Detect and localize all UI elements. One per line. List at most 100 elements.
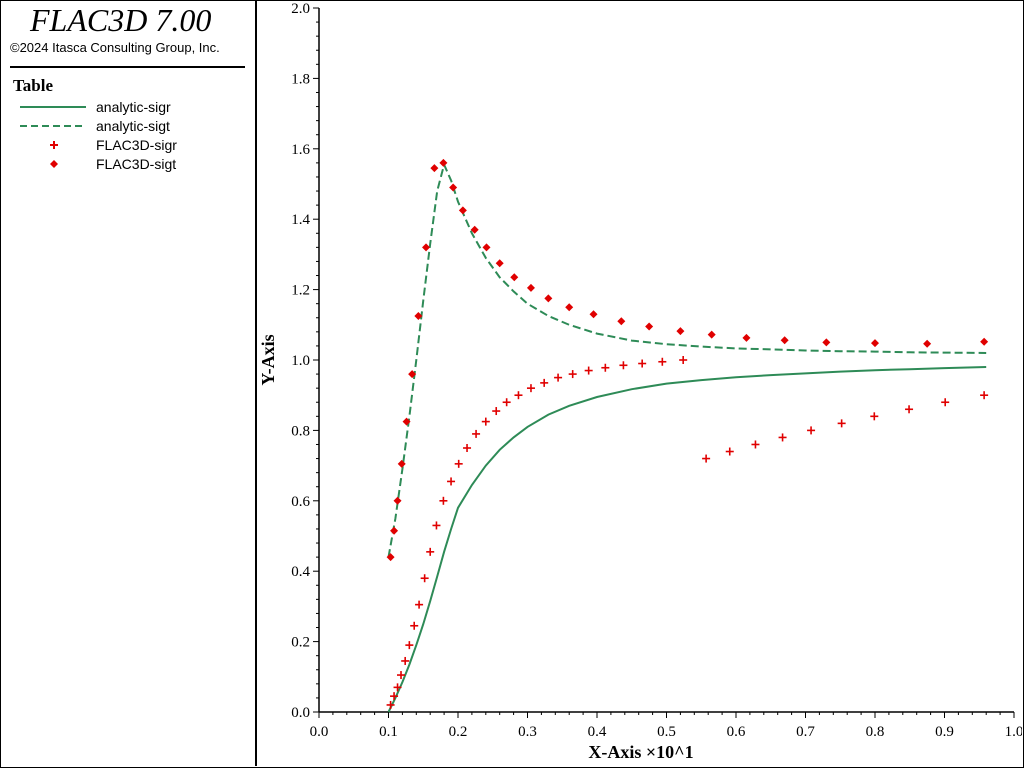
legend-item-analytic-sigr: analytic-sigr — [20, 98, 250, 116]
data-point-flac3d-sigr — [439, 496, 448, 505]
data-point-flac3d-sigt — [645, 322, 654, 331]
axes — [318, 8, 1014, 713]
legend-title: Table — [13, 76, 54, 95]
data-point-flac3d-sigt — [402, 417, 411, 426]
data-point-flac3d-sigr — [725, 447, 734, 456]
data-point-flac3d-sigr — [778, 433, 787, 442]
data-point-flac3d-sigr — [905, 405, 914, 414]
data-point-flac3d-sigr — [410, 621, 419, 630]
data-point-flac3d-sigr — [554, 373, 563, 382]
data-point-flac3d-sigt — [923, 339, 932, 348]
data-point-flac3d-sigt — [422, 243, 431, 252]
legend-item-flac3d-sigr: FLAC3D-sigr — [20, 136, 250, 154]
data-point-flac3d-sigt — [510, 273, 519, 282]
x-tick-label: 0.7 — [796, 724, 815, 740]
x-tick-label: 0.1 — [379, 724, 398, 740]
data-point-flac3d-sigt — [565, 303, 574, 312]
plot-area: 0.0 0.2 0.4 0.6 0.8 1.0 1.2 1.4 1.6 1.8 2.0 0.0 0.1… — [258, 1, 1022, 762]
x-tick-label: 0.8 — [866, 724, 885, 740]
data-point-flac3d-sigt — [386, 553, 395, 562]
legend-label: analytic-sigt — [96, 118, 170, 134]
y-tick-label: 0.6 — [291, 494, 310, 510]
data-point-flac3d-sigr — [420, 574, 429, 583]
data-point-flac3d-sigt — [393, 496, 402, 505]
data-point-flac3d-sigr — [447, 477, 456, 486]
x-axis-label: X-Axis ×10^1 — [588, 742, 693, 762]
data-point-flac3d-sigr — [472, 429, 481, 438]
series-layer — [386, 158, 989, 713]
data-point-flac3d-sigr — [502, 398, 511, 407]
x-tick-label: 0.4 — [588, 724, 607, 740]
data-point-flac3d-sigr — [702, 454, 711, 463]
y-tick-label: 2.0 — [291, 1, 310, 17]
data-point-flac3d-sigr — [463, 444, 472, 452]
y-ticks: 0.0 0.2 0.4 0.6 0.8 1.0 1.2 1.4 1.6 1.8 2.0 — [291, 1, 319, 721]
data-point-flac3d-sigr — [526, 384, 535, 393]
data-point-flac3d-sigr — [390, 692, 399, 701]
data-point-flac3d-sigr — [454, 459, 463, 468]
data-point-flac3d-sigt — [780, 336, 789, 345]
data-point-flac3d-sigr — [679, 356, 688, 364]
data-point-flac3d-sigr — [751, 440, 760, 449]
data-point-flac3d-sigr — [837, 419, 846, 428]
data-point-flac3d-sigr — [658, 357, 667, 366]
series-line-analytic-sigr — [387, 366, 987, 713]
data-point-flac3d-sigt — [390, 526, 399, 535]
data-point-flac3d-sigt — [589, 310, 598, 319]
title-divider — [10, 66, 245, 68]
data-point-flac3d-sigr — [481, 417, 490, 426]
y-tick-label: 0.4 — [291, 564, 310, 580]
data-point-flac3d-sigr — [807, 426, 816, 435]
data-point-flac3d-sigr — [941, 398, 950, 407]
data-point-flac3d-sigt — [470, 225, 479, 234]
data-point-flac3d-sigr — [638, 359, 647, 368]
x-tick-label: 0.0 — [310, 724, 329, 740]
data-point-flac3d-sigt — [980, 337, 989, 346]
y-tick-label: 1.8 — [291, 71, 310, 87]
data-point-flac3d-sigr — [432, 521, 441, 530]
series-line-analytic-sigt — [387, 161, 987, 558]
data-point-flac3d-sigt — [439, 158, 448, 167]
x-tick-label: 1.0 — [1005, 724, 1022, 740]
dashed-line-icon — [20, 125, 86, 127]
y-axis-label: Y-Axis — [258, 334, 278, 385]
data-point-flac3d-sigt — [526, 283, 535, 292]
data-point-flac3d-sigt — [414, 312, 423, 320]
x-tick-label: 0.5 — [657, 724, 676, 740]
y-tick-label: 0.0 — [291, 705, 310, 721]
data-point-flac3d-sigt — [742, 333, 751, 342]
y-tick-label: 1.2 — [291, 283, 310, 299]
x-tick-label: 0.3 — [518, 724, 537, 740]
legend-item-flac3d-sigt: FLAC3D-sigt — [20, 155, 250, 173]
data-point-flac3d-sigt — [449, 183, 458, 192]
data-point-flac3d-sigr — [870, 412, 879, 421]
data-point-flac3d-sigt — [617, 317, 626, 326]
data-point-flac3d-sigt — [707, 330, 716, 339]
y-tick-label: 1.0 — [291, 353, 310, 369]
x-tick-label: 0.2 — [449, 724, 468, 740]
data-point-flac3d-sigr — [405, 641, 414, 650]
y-tick-label: 0.2 — [291, 635, 310, 651]
y-tick-label: 1.6 — [291, 142, 310, 158]
x-tick-label: 0.9 — [935, 724, 954, 740]
diamond-marker-icon — [50, 160, 58, 168]
data-point-flac3d-sigr — [426, 547, 435, 556]
data-point-flac3d-sigt — [871, 339, 879, 348]
data-point-flac3d-sigr — [601, 363, 610, 372]
data-point-flac3d-sigr — [514, 391, 523, 400]
data-point-flac3d-sigt — [430, 164, 439, 173]
data-point-flac3d-sigt — [544, 294, 553, 303]
data-point-flac3d-sigr — [393, 683, 402, 692]
data-point-flac3d-sigt — [397, 459, 406, 468]
legend-item-analytic-sigt: analytic-sigt — [20, 117, 250, 135]
data-point-flac3d-sigr — [415, 600, 424, 609]
data-point-flac3d-sigt — [458, 206, 467, 215]
x-ticks: 0.0 0.1 0.2 0.3 0.4 0.5 0.6 0.7 0.8 0.9 1.0 — [310, 712, 1022, 740]
solid-line-icon — [20, 106, 86, 108]
app-title: FLAC3D 7.00 — [30, 2, 212, 38]
plus-marker-icon — [50, 141, 58, 149]
data-point-flac3d-sigr — [492, 407, 501, 416]
legend-label: FLAC3D-sigr — [96, 137, 177, 153]
copyright-notice: ©2024 Itasca Consulting Group, Inc. — [10, 40, 220, 55]
data-point-flac3d-sigr — [584, 366, 593, 375]
